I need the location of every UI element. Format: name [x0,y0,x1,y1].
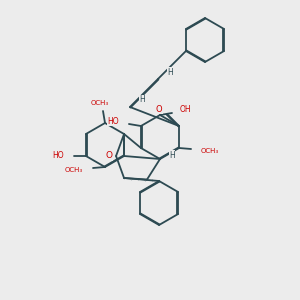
Text: OCH₃: OCH₃ [91,100,109,106]
Text: H: H [169,151,175,160]
Text: OH: OH [180,106,192,115]
Text: HO: HO [107,116,119,125]
Text: HO: HO [52,152,64,160]
Text: O: O [106,152,112,160]
Text: OCH₃: OCH₃ [201,148,219,154]
Text: OCH₃: OCH₃ [65,167,83,173]
Text: O: O [156,104,162,113]
Text: H: H [167,68,173,76]
Text: H: H [139,95,145,104]
